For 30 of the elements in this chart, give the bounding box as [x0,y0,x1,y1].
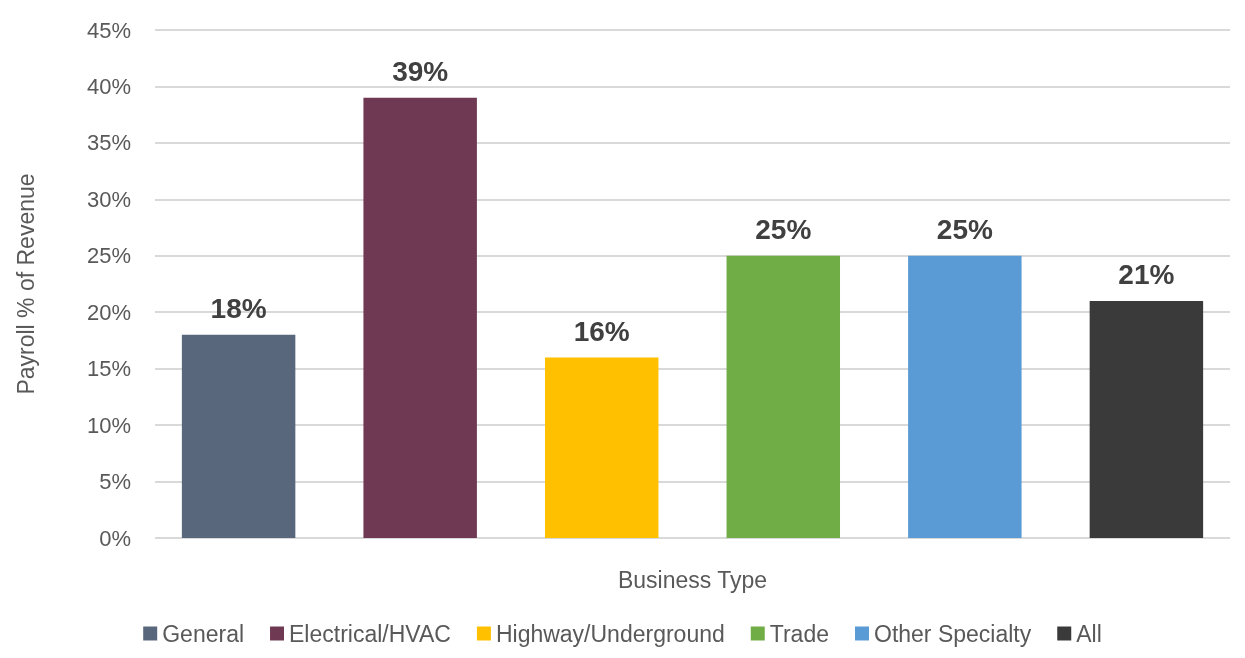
legend-label: Highway/Underground [495,620,725,647]
y-axis-title: Payroll % of Revenue [12,173,39,395]
bar [544,357,659,538]
bar [181,334,296,538]
data-label: 25% [755,214,812,246]
data-label: 25% [936,214,993,246]
data-label: 39% [392,56,449,88]
y-tick-label: 45% [86,17,131,43]
x-axis-title: Business Type [617,566,768,593]
y-tick-label: 35% [86,130,131,156]
y-tick-label: 30% [86,186,131,212]
data-label: 16% [573,315,630,347]
data-label: 18% [210,293,267,325]
legend-label: Electrical/HVAC [289,620,451,647]
legend-label: Trade [769,620,829,647]
bar [1089,300,1204,538]
legend-label: Other Specialty [874,620,1032,647]
y-tick-label: 5% [99,469,131,495]
y-tick-label: 40% [86,73,131,99]
y-tick-label: 10% [86,412,131,438]
y-tick-label: 25% [86,243,131,269]
y-tick-label: 0% [99,525,131,551]
bar [908,255,1022,538]
y-tick-label: 20% [86,299,131,325]
bar [363,97,477,538]
legend-label: All [1076,620,1102,647]
bar [726,255,841,538]
data-label: 21% [1118,259,1175,291]
y-tick-label: 15% [86,356,131,382]
legend-label: General [162,620,245,647]
